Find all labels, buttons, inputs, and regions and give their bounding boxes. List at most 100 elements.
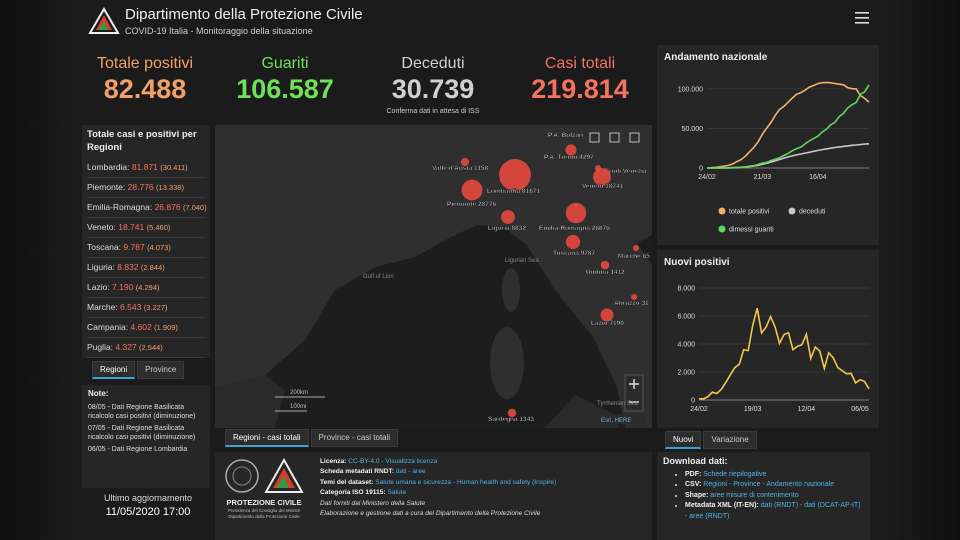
legend-swatch (788, 207, 796, 215)
logo-icon (88, 7, 120, 34)
notes-panel: Note: 08/05 - Dati Regione Basilicata ri… (82, 385, 210, 488)
place-value: 4297 (579, 154, 594, 161)
download-panel: Download dati: PDF: Schede riepilogative… (657, 452, 870, 540)
map-toolbar[interactable] (589, 132, 640, 143)
stat: Totale positivi 82.488 (70, 55, 220, 105)
tab[interactable]: Regioni - casi totali (225, 429, 309, 447)
update-box: Ultimo aggiornamento 11/05/2020 17:00 (88, 493, 208, 518)
y-tick-label: 50.000 (682, 126, 704, 133)
tab[interactable]: Variazione (703, 431, 757, 449)
stat-value: 30.739 (391, 74, 475, 104)
bubble (593, 168, 611, 186)
region-name: Marche: (87, 302, 118, 312)
download-link[interactable]: aree misure di contenimento (710, 491, 799, 499)
region-row: Marche: 6.543 (3.227) (87, 298, 205, 318)
stat: Guariti 106.587 (210, 55, 360, 105)
download-link[interactable]: Regioni - Province - Andamento nazionale (703, 481, 835, 488)
download-link[interactable]: dati (RNDT) - dati (DCAT-AP-IT) - aree (… (685, 502, 861, 520)
region-positive: (3.227) (143, 303, 168, 312)
info-link[interactable]: Salute umana e sicurezza - Human health … (375, 478, 557, 486)
legend-label: deceduti (799, 209, 826, 216)
scale-label: 100mi (290, 404, 306, 410)
region-row: Puglia: 4.327 (2.544) (87, 338, 205, 358)
app-title: Dipartimento della Protezione Civile (125, 6, 363, 23)
stat-note: Conferma dati in attesa di ISS (386, 108, 480, 115)
bubble (600, 308, 614, 322)
map-tabs: Regioni - casi totali Province - casi tot… (225, 429, 400, 447)
panel-title: Totale casi e positivi per Regioni (87, 129, 197, 153)
bubble (507, 408, 517, 418)
region-positive: (13.338) (156, 183, 184, 192)
region-total: 8.832 (117, 262, 139, 272)
tab[interactable]: Nuovi (665, 431, 702, 449)
bubble-dot (633, 245, 639, 251)
region-total: 81.871 (131, 162, 158, 172)
place-value: 7190 (609, 320, 624, 327)
note-item: 07/05 - Dati Regione Basilicata ricalcol… (88, 424, 196, 442)
download-item: Shape: aree misure di contenimento (685, 491, 864, 502)
sea-label: Ligurian Sea (505, 258, 539, 264)
region-total: 7.190 (112, 282, 134, 292)
tab[interactable]: Province - casi totali (310, 429, 399, 447)
download-list: PDF: Schede riepilogativeCSV: Regioni - … (663, 470, 864, 523)
place-name: Toscana (553, 250, 579, 257)
region-row: Veneto: 18.741 (5.460) (87, 218, 205, 238)
map[interactable]: P.A. Bolzan P.A. Trento 4297 Valle d'Aosta… (215, 125, 652, 428)
info-link[interactable]: Salute (387, 489, 407, 497)
menu-button[interactable] (855, 12, 869, 24)
series-line (706, 81, 870, 169)
download-label: CSV: (685, 481, 702, 488)
scale-label: 200km (290, 390, 308, 396)
info-label: Categoria ISO 19115: (320, 489, 386, 497)
attribution: Esri, HERE (601, 418, 631, 424)
bubble (499, 159, 531, 191)
info-label: Licenza: (320, 458, 347, 465)
bubble (565, 202, 587, 224)
place-name: Lazio (591, 320, 608, 327)
x-tick-label: 19/03 (744, 406, 762, 413)
scale-bar (275, 396, 325, 412)
region-positive: (4.294) (135, 283, 160, 292)
y-tick-label: 0 (691, 398, 695, 405)
tab[interactable]: Regioni (92, 361, 136, 379)
region-name: Campania: (87, 322, 129, 332)
download-link[interactable]: Schede riepilogative (703, 470, 767, 478)
zoom-control[interactable] (624, 374, 644, 412)
place-label: Veneto 18741 (582, 183, 624, 190)
note-item: 08/05 - Dati Regione Basilicata ricalcol… (88, 403, 196, 421)
region-row: Emilia-Romagna: 26.876 (7.040) (87, 198, 207, 218)
notes-title: Note: (88, 389, 109, 398)
region-positive: (1.909) (154, 323, 178, 332)
place-name: Sardegna (488, 416, 518, 423)
download-item: CSV: Regioni - Province - Andamento nazi… (685, 480, 864, 491)
info-link[interactable]: dati - aree (395, 468, 426, 476)
y-tick-label: 0 (699, 166, 703, 173)
region-name: Veneto: (87, 222, 116, 232)
place-value: 1412 (610, 269, 625, 276)
place-label: Umbria 1412 (586, 269, 625, 276)
tab[interactable]: Province (137, 361, 185, 379)
region-name: Puglia: (87, 342, 113, 352)
region-name: Toscana: (87, 242, 122, 252)
download-item: Metadata XML (IT-EN): dati (RNDT) - dati… (685, 501, 864, 522)
region-total: 4.327 (115, 342, 137, 352)
x-tick-label: 06/05 (851, 406, 869, 413)
y-tick-label: 2.000 (677, 370, 695, 377)
region-name: Piemonte: (87, 182, 126, 192)
chart-title: Nuovi positivi (664, 257, 730, 268)
region-positive: (2.544) (139, 343, 163, 352)
place-label: Liguria 8832 (488, 225, 526, 232)
region-total: 9.787 (123, 242, 145, 252)
stat-label: Deceduti (401, 55, 465, 72)
region-positive: (5.460) (146, 223, 171, 232)
region-name: Lombardia: (87, 162, 130, 172)
info-line: Scheda metadati RNDT: dati - aree (320, 467, 650, 477)
place-name: Valle d'Aosta (432, 165, 473, 172)
info-link[interactable]: CC-BY-4.0 - Visualizza licenza (348, 458, 438, 465)
place-label: Toscana 9787 (553, 250, 596, 257)
place-label: Emilia-Romagna 26876 (539, 225, 610, 232)
place-label: Piemonte 28776 (447, 201, 497, 208)
region-positive: (7.040) (182, 203, 207, 212)
stat-label: Casi totali (544, 55, 616, 72)
y-tick-label: 4.000 (677, 342, 695, 349)
